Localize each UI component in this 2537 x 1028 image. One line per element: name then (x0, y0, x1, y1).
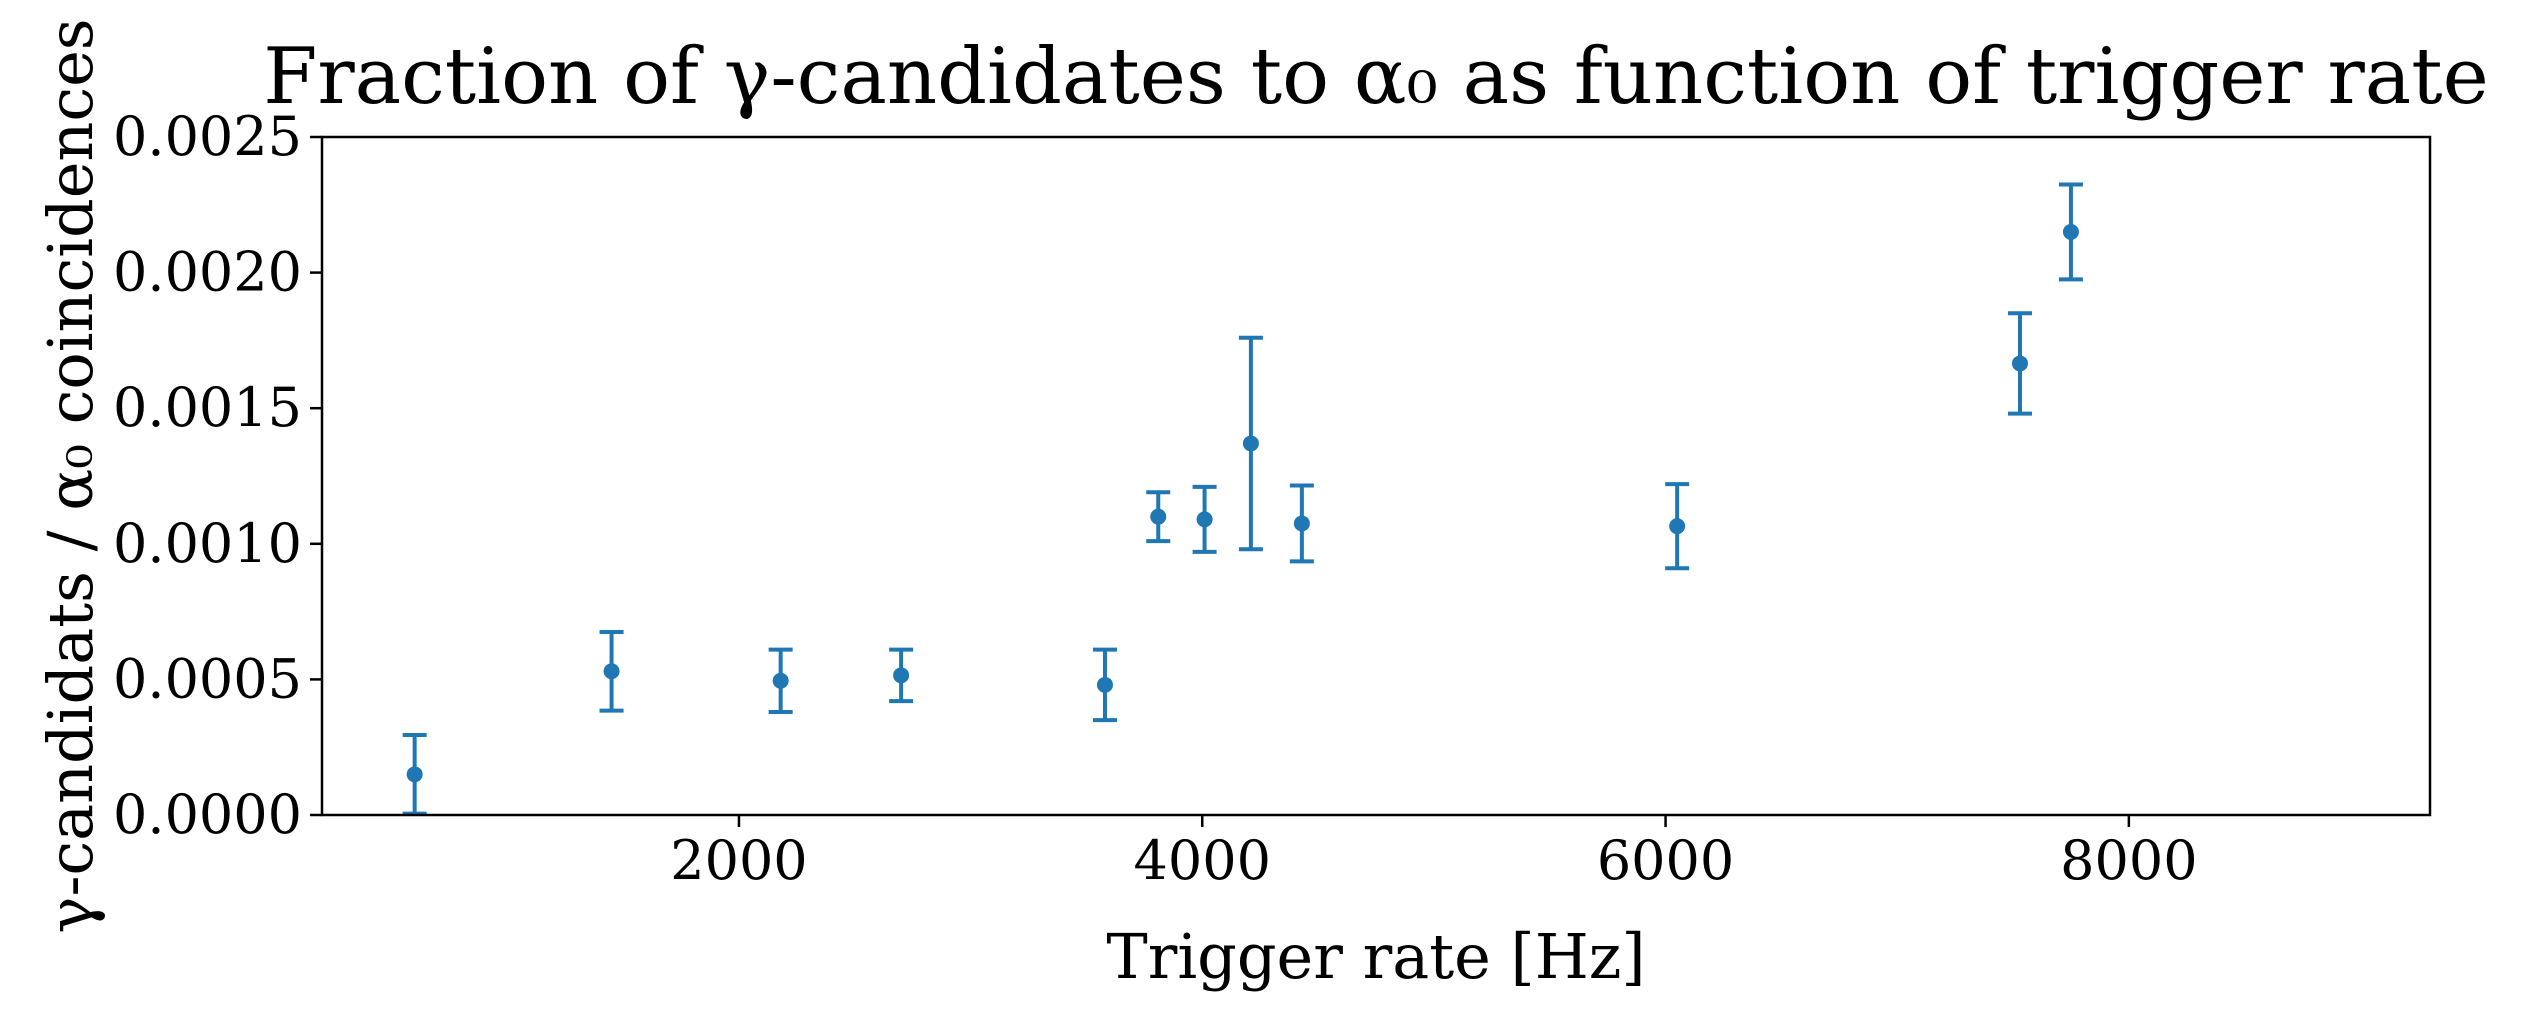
x-axis-label: Trigger rate [Hz] (1106, 920, 1645, 993)
y-tick: 0.0025 (113, 105, 322, 168)
y-tick-label: 0.0010 (113, 512, 302, 575)
y-tick: 0.0015 (113, 376, 322, 439)
x-tick: 2000 (670, 815, 808, 892)
y-tick-label: 0.0015 (113, 376, 302, 439)
data-point (1238, 335, 1263, 552)
data-point (2007, 311, 2032, 416)
data-point (1289, 483, 1314, 564)
data-point (2058, 182, 2083, 282)
data-point (1092, 647, 1117, 723)
data-marker (1293, 515, 1310, 532)
y-axis-label: γ-candidats / α₀ coincidences (34, 18, 107, 933)
y-axis-ticks: 0.0000 0.0005 0.0010 0.0015 0.0020 0.0025 (113, 105, 322, 846)
data-marker (603, 663, 620, 680)
x-axis-ticks: 2000 4000 6000 8000 (670, 815, 2198, 892)
data-point (599, 629, 624, 713)
data-point (402, 732, 427, 816)
data-marker (1196, 511, 1213, 528)
x-tick-label: 2000 (670, 829, 807, 892)
y-tick: 0.0010 (113, 512, 322, 575)
x-tick: 6000 (1597, 815, 1734, 892)
y-tick-label: 0.0025 (113, 105, 302, 168)
x-tick-label: 4000 (1134, 829, 1271, 892)
data-marker (2062, 223, 2079, 240)
data-marker (772, 672, 789, 689)
data-marker (1242, 435, 1259, 452)
y-tick-label: 0.0005 (113, 647, 302, 710)
y-tick-label: 0.0020 (113, 241, 302, 304)
data-marker (1096, 676, 1113, 693)
chart-title: Fraction of γ-candidates to α₀ as functi… (263, 32, 2489, 122)
data-marker (2011, 355, 2028, 372)
data-marker (406, 766, 423, 783)
x-tick: 8000 (2060, 815, 2198, 892)
data-point (1192, 484, 1217, 554)
y-tick-label: 0.0000 (113, 783, 302, 846)
y-tick: 0.0020 (113, 241, 322, 304)
data-marker (1669, 518, 1686, 535)
x-tick-label: 8000 (2060, 829, 2197, 892)
x-tick-label: 6000 (1597, 829, 1734, 892)
plot-frame (320, 135, 2432, 817)
data-point (889, 647, 914, 704)
data-marker (893, 667, 910, 684)
data-point (1146, 490, 1171, 544)
y-tick: 0.0000 (113, 783, 322, 846)
x-tick: 4000 (1134, 815, 1271, 892)
data-point (768, 647, 793, 714)
data-points (402, 182, 2083, 816)
y-tick: 0.0005 (113, 647, 322, 710)
data-point (1665, 482, 1690, 571)
data-marker (1150, 508, 1167, 525)
